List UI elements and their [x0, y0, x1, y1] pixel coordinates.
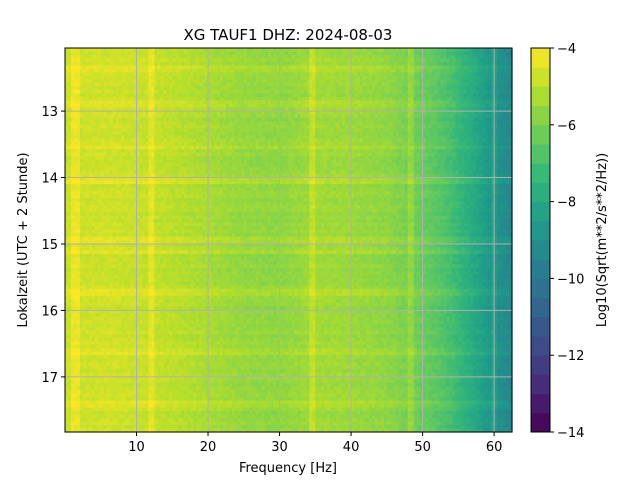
heatmap	[65, 48, 513, 433]
chart-title: XG TAUF1 DHZ: 2024-08-03	[184, 26, 393, 44]
